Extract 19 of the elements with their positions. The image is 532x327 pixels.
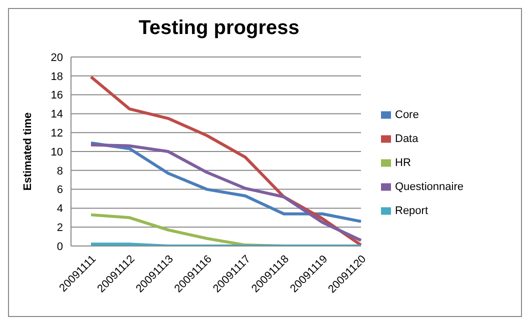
y-tick-label: 20 (50, 52, 63, 64)
line-series (90, 143, 362, 242)
legend-label: Questionnaire (395, 180, 464, 192)
y-tick-label: 0 (56, 240, 63, 253)
y-tick-label: 14 (50, 108, 63, 121)
y-tick-label: 18 (50, 70, 63, 83)
y-axis-title: Estimated time (22, 112, 34, 191)
y-tick-label: 4 (56, 203, 63, 216)
y-tick-label: 10 (50, 146, 63, 158)
chart-title: Testing progress (138, 17, 300, 40)
legend-label: Data (395, 132, 418, 144)
y-tick-label: 2 (56, 222, 63, 234)
legend-label: HR (395, 156, 411, 168)
y-tick-label: 12 (50, 128, 63, 140)
y-tick-label: 8 (56, 165, 63, 178)
legend-label: Report (395, 204, 428, 216)
y-tick-label: 6 (56, 184, 63, 196)
y-tick-label: 16 (50, 90, 63, 102)
legend-label: Core (395, 108, 419, 120)
